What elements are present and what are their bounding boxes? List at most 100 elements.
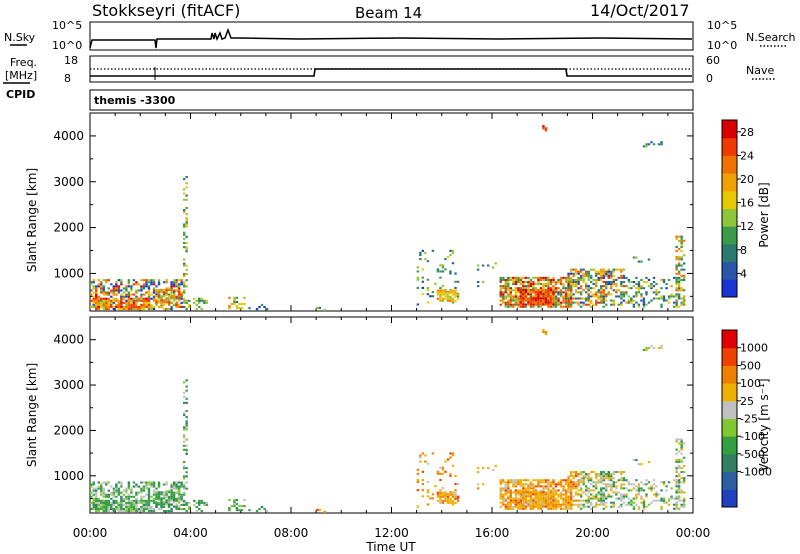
- power-cell: [100, 305, 103, 309]
- power-cell: [662, 297, 666, 300]
- velocity-cell: [122, 510, 126, 513]
- velocity-cell: [642, 505, 646, 508]
- velocity-cell: [584, 505, 588, 508]
- velocity-cell: [675, 475, 678, 478]
- velocity-cell: [542, 479, 545, 482]
- velocity-cell: [584, 489, 588, 492]
- power-cell: [597, 295, 600, 298]
- velocity-cell: [107, 495, 110, 498]
- velocity-cell: [582, 483, 585, 486]
- power-cell: [655, 297, 658, 300]
- velocity-cell: [509, 491, 512, 494]
- power-cell: [125, 293, 128, 296]
- velocity-cell: [675, 448, 678, 451]
- velocity-cell: [504, 507, 507, 510]
- power-cell: [579, 293, 583, 296]
- velocity-cell: [680, 446, 683, 449]
- power-cell: [574, 272, 578, 275]
- velocity-cell: [622, 479, 626, 482]
- velocity-cell: [675, 452, 678, 455]
- power-cell: [564, 278, 568, 281]
- power-cell: [90, 283, 93, 286]
- power-cell: [132, 301, 136, 304]
- velocity-cell: [426, 489, 430, 492]
- power-cell: [592, 268, 595, 271]
- velocity-cell: [127, 499, 131, 502]
- velocity-cell: [579, 487, 583, 490]
- power-cell: [645, 280, 648, 284]
- power-cell: [449, 295, 452, 298]
- velocity-cell: [451, 493, 455, 496]
- power-cell: [547, 297, 550, 300]
- power-cell: [670, 295, 673, 298]
- power-cell: [142, 308, 146, 311]
- power-cell: [102, 301, 105, 304]
- power-cell: [549, 283, 553, 286]
- power-cell: [165, 297, 168, 300]
- power-cell: [112, 291, 116, 294]
- velocity-cell: [177, 491, 181, 494]
- velocity-cell: [187, 508, 191, 511]
- power-cell: [582, 272, 585, 275]
- power-cell: [605, 272, 608, 275]
- power-cell: [182, 262, 186, 265]
- power-cell: [185, 223, 188, 226]
- velocity-cell: [100, 489, 103, 492]
- power-cell: [235, 307, 239, 310]
- power-cell: [617, 276, 621, 279]
- velocity-cell: [203, 501, 206, 504]
- velocity-cell: [667, 499, 671, 502]
- power-cell: [92, 285, 95, 288]
- power-cell: [652, 291, 656, 294]
- power-cell: [130, 303, 133, 306]
- power-cell: [537, 305, 540, 308]
- power-cell: [185, 264, 188, 267]
- velocity-cell: [655, 493, 658, 496]
- power-cell: [130, 299, 133, 302]
- power-cell: [552, 291, 555, 294]
- velocity-cell: [600, 495, 603, 498]
- velocity-cell: [514, 483, 518, 486]
- power-cell: [92, 305, 95, 309]
- velocity-cell: [582, 471, 585, 474]
- power-cell: [522, 285, 525, 288]
- power-cell: [562, 276, 565, 279]
- power-cell: [481, 280, 485, 284]
- velocity-cell: [97, 501, 100, 504]
- velocity-cell: [182, 487, 186, 490]
- power-cell: [602, 297, 605, 300]
- power-cell: [660, 141, 663, 144]
- power-ylabel: Slant Range [km]: [25, 168, 39, 272]
- power-cell: [584, 270, 588, 273]
- power-cell: [564, 287, 568, 290]
- velocity-cell: [95, 497, 98, 500]
- velocity-cell: [494, 464, 497, 467]
- velocity-cell: [142, 495, 146, 498]
- power-cell: [172, 289, 176, 292]
- power-cell: [107, 297, 110, 300]
- power-cell: [554, 280, 558, 284]
- power-cell: [615, 285, 618, 288]
- velocity-cell: [672, 507, 676, 510]
- power-cell: [512, 295, 515, 298]
- x-tick-label: 20:00: [575, 526, 610, 540]
- power-cell: [637, 260, 641, 263]
- power-cell: [135, 289, 138, 292]
- power-cell: [617, 303, 621, 306]
- velocity-cell: [167, 495, 171, 498]
- power-cell: [627, 287, 631, 290]
- power-cell: [610, 283, 613, 286]
- velocity-cell: [564, 507, 568, 510]
- power-cell: [105, 303, 108, 306]
- power-cell: [552, 299, 555, 302]
- velocity-cell: [675, 503, 678, 506]
- velocity-cell: [122, 503, 126, 506]
- velocity-cell: [135, 505, 138, 509]
- velocity-cell: [569, 503, 573, 506]
- velocity-cell: [544, 333, 548, 336]
- velocity-cell: [532, 499, 535, 502]
- velocity-cell: [602, 507, 605, 510]
- power-cell: [657, 297, 661, 300]
- velocity-cell: [527, 491, 530, 494]
- velocity-cell: [572, 477, 575, 480]
